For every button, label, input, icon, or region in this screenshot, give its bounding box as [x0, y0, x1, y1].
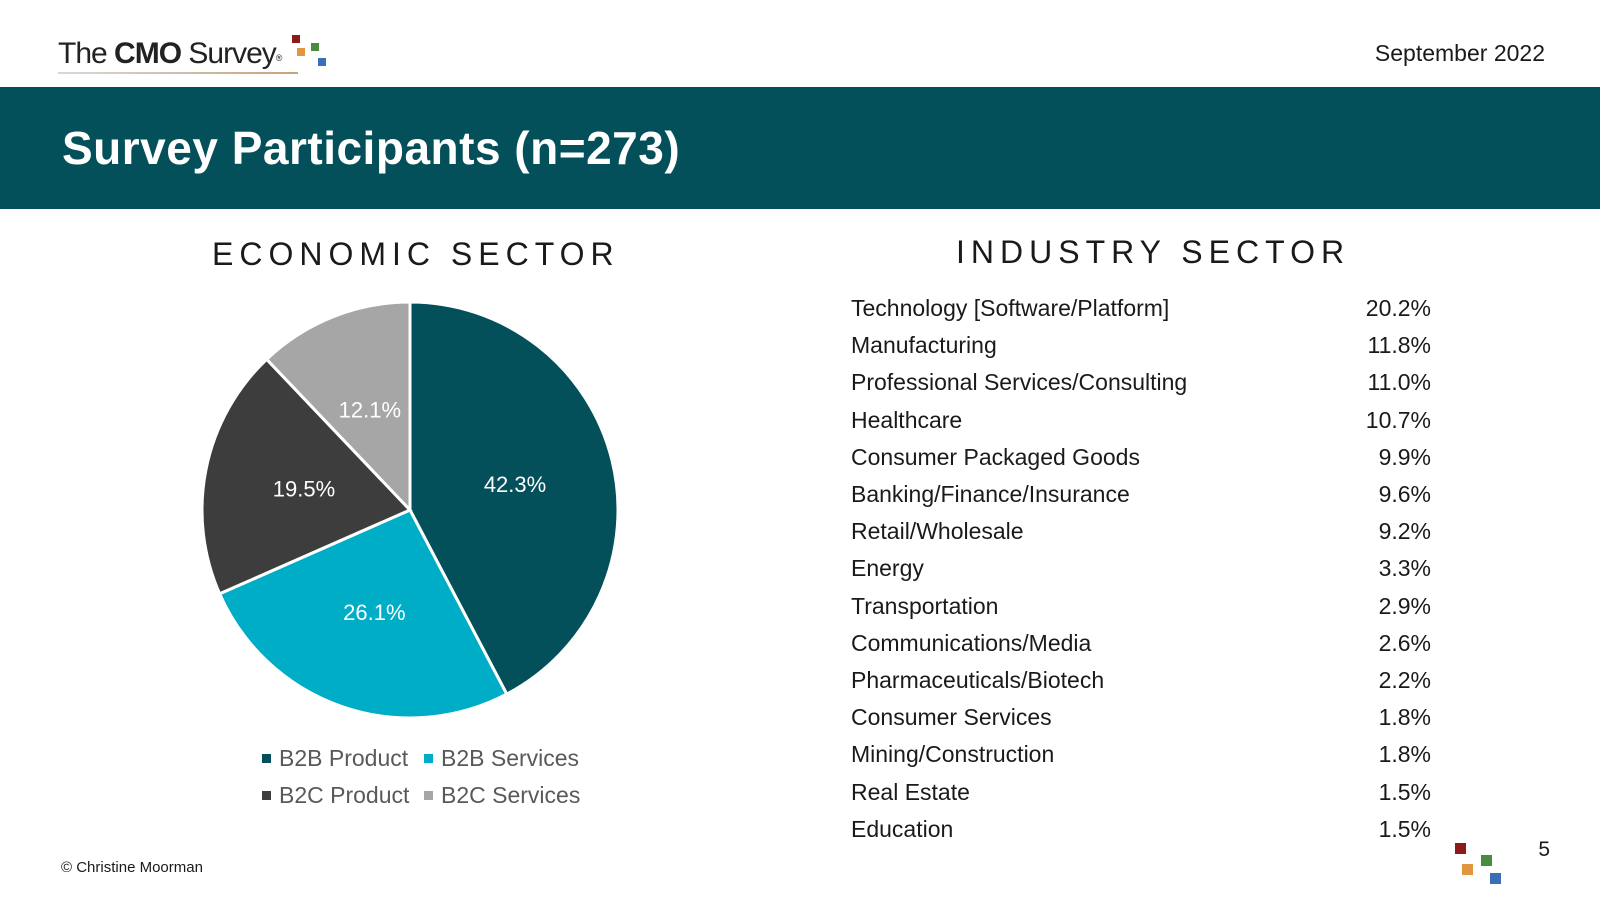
industry-value: 11.8% — [1367, 332, 1431, 359]
legend-label: B2B Services — [441, 745, 580, 771]
footer-square-orange-icon — [1462, 864, 1473, 875]
industry-value: 2.6% — [1378, 629, 1431, 656]
logo-underline — [58, 72, 298, 74]
logo-square-orange-icon — [297, 48, 305, 56]
industry-label: Communications/Media — [851, 629, 1092, 656]
industry-row: Transportation 2.9% — [851, 588, 1431, 625]
industry-row: Retail/Wholesale 9.2% — [851, 513, 1431, 550]
title-banner: Survey Participants (n=273) — [0, 87, 1600, 209]
industry-sector-table: Technology [Software/Platform] 20.2% Manuf… — [851, 290, 1431, 848]
legend-item-b2c-services: B2C Services — [424, 782, 580, 809]
legend-swatch — [424, 754, 433, 763]
pie-data-label: 42.3% — [484, 472, 546, 497]
industry-label: Technology [Software/Platform] — [851, 295, 1170, 322]
industry-value: 11.0% — [1367, 369, 1431, 396]
industry-label: Real Estate — [851, 778, 970, 805]
industry-row: Education 1.5% — [851, 811, 1431, 848]
pie-data-label: 19.5% — [273, 477, 335, 502]
logo-the: The — [58, 37, 108, 70]
industry-label: Manufacturing — [851, 332, 997, 359]
legend-label: B2C Services — [441, 782, 581, 808]
industry-value: 10.7% — [1365, 406, 1431, 433]
logo-square-blue-icon — [318, 58, 326, 66]
industry-label: Healthcare — [851, 406, 963, 433]
logo-survey: Survey — [188, 37, 276, 70]
economic-sector-pie-chart: 42.3% 26.1% 19.5% 12.1% — [200, 300, 620, 720]
industry-label: Consumer Services — [851, 704, 1052, 731]
industry-value: 9.6% — [1378, 481, 1431, 508]
industry-value: 2.2% — [1378, 666, 1431, 693]
industry-row: Healthcare 10.7% — [851, 402, 1431, 439]
pie-slice-b2c-product — [200, 357, 413, 596]
industry-value: 1.8% — [1378, 741, 1431, 768]
industry-row: Manufacturing 11.8% — [851, 327, 1431, 364]
logo-cmo: CMO — [114, 37, 182, 70]
pie-data-label: 12.1% — [339, 398, 401, 423]
industry-value: 3.3% — [1378, 555, 1431, 582]
industry-label: Banking/Finance/Insurance — [851, 481, 1130, 508]
footer-square-red-icon — [1455, 843, 1466, 854]
industry-value: 2.9% — [1378, 592, 1431, 619]
industry-value: 1.5% — [1378, 778, 1431, 805]
pie-data-label: 26.1% — [343, 600, 405, 625]
industry-row: Consumer Packaged Goods 9.9% — [851, 439, 1431, 476]
industry-label: Retail/Wholesale — [851, 518, 1024, 545]
logo-square-green-icon — [311, 43, 319, 51]
industry-value: 9.2% — [1378, 518, 1431, 545]
copyright: © Christine Moorman — [61, 859, 203, 876]
cmo-survey-logo: The CMO Survey® — [58, 34, 348, 74]
economic-sector-title: ECONOMIC SECTOR — [212, 236, 620, 272]
industry-row: Mining/Construction 1.8% — [851, 736, 1431, 773]
legend-swatch — [262, 791, 271, 800]
legend-item-b2b-services: B2B Services — [424, 745, 579, 772]
industry-row: Communications/Media 2.6% — [851, 625, 1431, 662]
industry-row: Consumer Services 1.8% — [851, 699, 1431, 736]
pie-slice-b2b-services — [217, 508, 509, 720]
industry-sector-title: INDUSTRY SECTOR — [956, 234, 1351, 270]
industry-label: Mining/Construction — [851, 741, 1055, 768]
pie-slice-b2b-product — [408, 300, 620, 697]
industry-label: Education — [851, 815, 954, 842]
legend-label: B2C Product — [279, 782, 410, 808]
footer-square-blue-icon — [1490, 873, 1501, 884]
industry-label: Consumer Packaged Goods — [851, 443, 1140, 470]
industry-label: Professional Services/Consulting — [851, 369, 1188, 396]
logo-wordmark: The CMO Survey® — [58, 34, 283, 74]
industry-value: 1.5% — [1378, 815, 1431, 842]
legend-swatch — [262, 754, 271, 763]
industry-value: 20.2% — [1365, 295, 1431, 322]
legend-label: B2B Product — [279, 745, 409, 771]
industry-row: Banking/Finance/Insurance 9.6% — [851, 476, 1431, 513]
page-title: Survey Participants (n=273) — [62, 122, 681, 174]
industry-value: 9.9% — [1378, 443, 1431, 470]
industry-label: Transportation — [851, 592, 999, 619]
logo-registered: ® — [275, 53, 283, 63]
pie-slice-b2c-services — [264, 300, 412, 514]
logo-square-red-icon — [292, 35, 300, 43]
industry-label: Energy — [851, 555, 924, 582]
legend-item-b2b-product: B2B Product — [262, 745, 408, 772]
industry-row: Energy 3.3% — [851, 550, 1431, 587]
page-number: 5 — [1538, 838, 1550, 861]
footer-square-green-icon — [1481, 855, 1492, 866]
industry-row: Professional Services/Consulting 11.0% — [851, 364, 1431, 401]
industry-label: Pharmaceuticals/Biotech — [851, 666, 1105, 693]
report-date: September 2022 — [1374, 40, 1545, 66]
industry-row: Technology [Software/Platform] 20.2% — [851, 290, 1431, 327]
legend-item-b2c-product: B2C Product — [262, 782, 409, 809]
industry-row: Real Estate 1.5% — [851, 773, 1431, 810]
legend-swatch — [424, 791, 433, 800]
industry-row: Pharmaceuticals/Biotech 2.2% — [851, 662, 1431, 699]
industry-value: 1.8% — [1378, 704, 1431, 731]
